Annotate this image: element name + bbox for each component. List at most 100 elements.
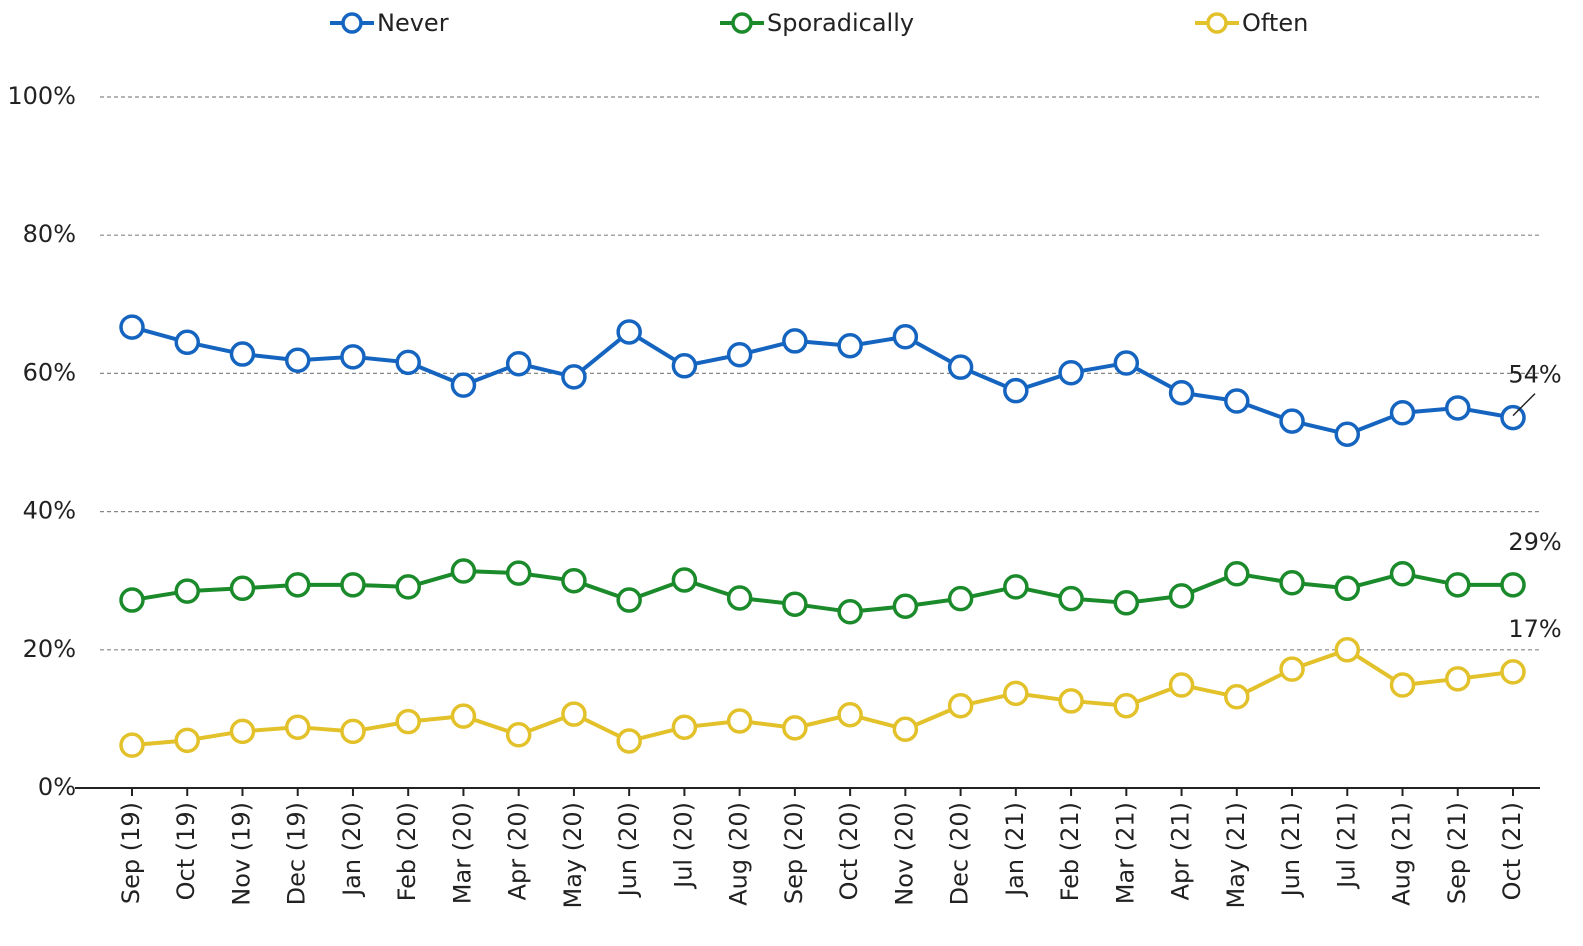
series-line [131, 647, 1514, 748]
point [1334, 637, 1361, 663]
legend-label: Often [1242, 9, 1308, 37]
point [1389, 672, 1416, 698]
point [892, 716, 919, 743]
x-tick-label: Oct (21) [1498, 802, 1526, 900]
x-tick-label: Mar (20) [448, 802, 476, 904]
point [119, 732, 145, 758]
x-tick-label: Jan (21) [1001, 802, 1029, 898]
point [561, 701, 587, 727]
x-tick-label: Aug (21) [1388, 802, 1416, 906]
legend-marker [341, 12, 363, 34]
point [1334, 575, 1361, 602]
point [1003, 377, 1029, 404]
legend-label: Never [377, 9, 449, 37]
point [1168, 583, 1195, 609]
y-tick-label: 60% [23, 358, 76, 386]
x-tick-label: Jun (21) [1277, 802, 1305, 898]
point [1113, 693, 1140, 719]
point [1224, 561, 1250, 587]
point [1500, 572, 1526, 598]
point [837, 702, 863, 728]
point [1003, 574, 1029, 600]
point [450, 558, 477, 584]
point [340, 572, 366, 598]
x-tick-label: Apr (21) [1167, 802, 1195, 900]
point [395, 708, 421, 735]
point [119, 314, 145, 340]
point [1279, 570, 1305, 596]
point [1389, 400, 1416, 426]
point [782, 591, 808, 617]
point [1058, 585, 1084, 612]
x-tick-label: Dec (20) [946, 802, 974, 905]
x-tick-label: Aug (20) [725, 802, 753, 906]
data-label: 29% [1508, 528, 1561, 556]
point [561, 364, 587, 390]
series-line [131, 325, 1514, 437]
y-tick-label: 0% [38, 773, 76, 801]
point [671, 714, 698, 740]
x-tick-label: Sep (21) [1443, 802, 1471, 904]
point [616, 587, 642, 613]
point [505, 722, 532, 748]
y-tick-label: 80% [23, 220, 76, 248]
x-tick-label: Mar (21) [1111, 802, 1139, 904]
x-tick-label: Oct (19) [172, 802, 200, 900]
point [174, 329, 200, 356]
point [616, 728, 642, 754]
point [892, 593, 919, 620]
point [1279, 408, 1305, 434]
point [1168, 379, 1195, 406]
point [229, 718, 256, 745]
x-tick-label: Nov (19) [227, 802, 255, 906]
point [395, 349, 421, 376]
point [561, 567, 587, 594]
x-tick-label: Apr (20) [504, 802, 532, 900]
point [1279, 656, 1305, 682]
point [947, 354, 974, 380]
point [1500, 659, 1526, 685]
point [119, 587, 145, 613]
point [782, 328, 808, 354]
point [1003, 680, 1029, 707]
point [671, 353, 698, 379]
point [450, 703, 477, 729]
point [726, 708, 753, 734]
point [284, 572, 311, 598]
point [1058, 359, 1084, 386]
x-tick-label: May (20) [559, 802, 587, 909]
point [671, 567, 698, 593]
point [837, 333, 863, 359]
x-tick-label: Sep (19) [117, 802, 145, 904]
point [1445, 395, 1471, 421]
x-tick-label: Jul (20) [669, 802, 697, 890]
y-tick-label: 100% [7, 82, 76, 110]
x-tick-label: Nov (20) [890, 802, 918, 906]
point [505, 350, 532, 377]
point [1113, 590, 1140, 616]
point [1445, 666, 1471, 692]
x-tick-label: Dec (19) [283, 802, 311, 905]
point [284, 714, 311, 740]
y-tick-label: 20% [23, 635, 76, 663]
point [174, 578, 200, 604]
y-tick-label: 40% [23, 497, 76, 525]
data-label: 54% [1508, 361, 1561, 389]
series-line [131, 569, 1513, 614]
point [340, 344, 366, 370]
x-tick-label: Sep (20) [780, 802, 808, 904]
point [1500, 404, 1526, 431]
legend-marker [731, 12, 753, 34]
legend-marker [1206, 12, 1228, 34]
point [837, 599, 863, 625]
point [174, 727, 200, 754]
point [284, 347, 311, 374]
x-tick-label: Oct (20) [835, 802, 863, 900]
legend-label: Sporadically [767, 9, 914, 37]
x-tick-label: Jan (20) [338, 802, 366, 898]
point [1224, 684, 1250, 710]
point [1168, 672, 1195, 698]
x-tick-label: Feb (20) [393, 802, 421, 901]
point [947, 693, 974, 719]
